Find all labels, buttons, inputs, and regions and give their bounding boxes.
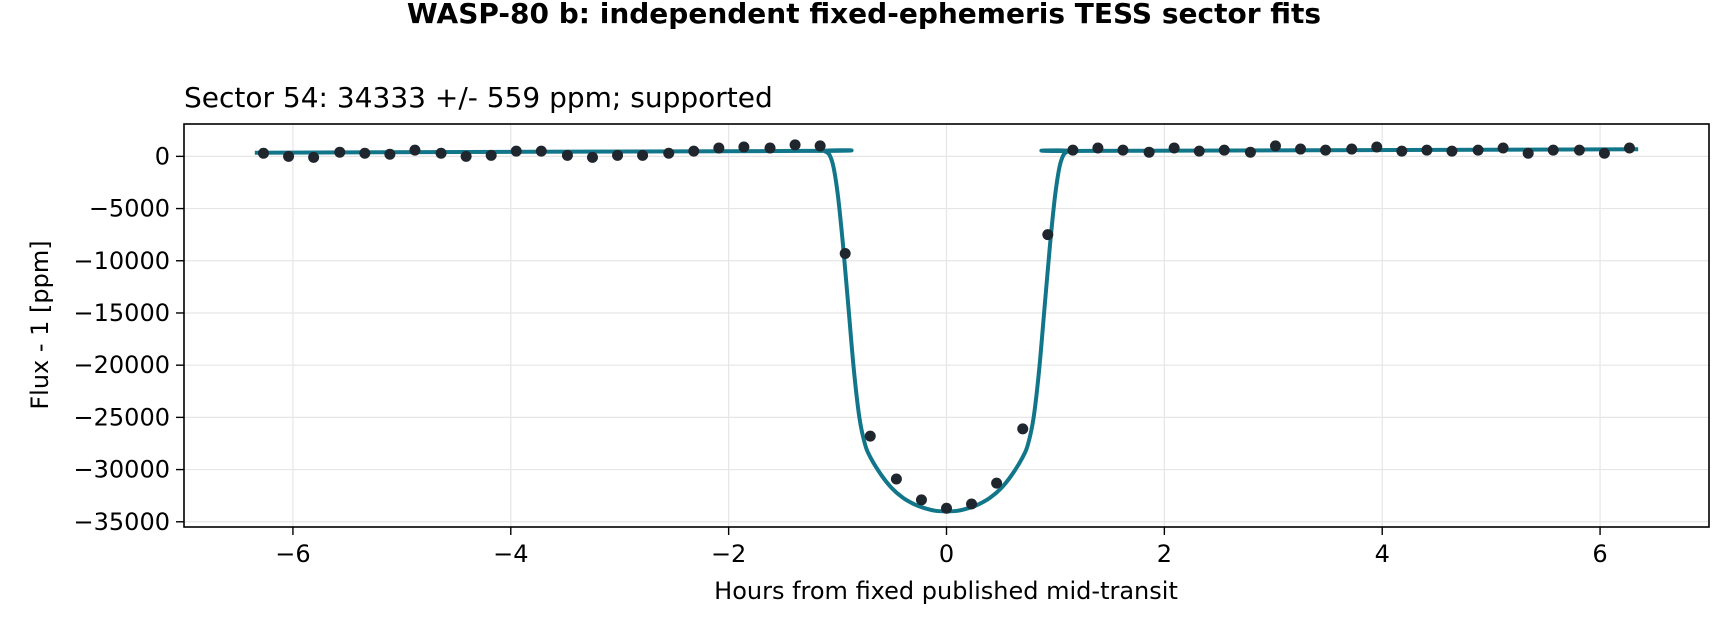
x-axis-ticks: −6 −4 −2 0 2 4 6 (275, 527, 1608, 568)
data-point (1117, 144, 1129, 156)
data-point (1547, 144, 1559, 156)
data-point (637, 149, 649, 161)
y-axis-label: Flux - 1 [ppm] (26, 240, 54, 409)
data-point (510, 145, 522, 157)
x-tick-label: 2 (1157, 540, 1172, 568)
data-point (1042, 229, 1054, 241)
data-point (991, 477, 1003, 489)
y-tick-label: −5000 (89, 195, 170, 223)
data-point (258, 147, 270, 159)
data-point (839, 247, 851, 259)
data-point (814, 140, 826, 152)
axes-title: Sector 54: 34333 +/- 559 ppm; supported (184, 81, 773, 114)
data-point (663, 147, 675, 159)
data-point (460, 150, 472, 162)
y-tick-label: −35000 (74, 508, 170, 536)
x-tick-label: 4 (1375, 540, 1390, 568)
data-point (485, 149, 497, 161)
y-axis-ticks: 0 −5000 −10000 −15000 −20000 −25000 −30000 −350… (74, 142, 184, 536)
data-point (586, 151, 598, 163)
data-point (612, 149, 624, 161)
data-point (1143, 146, 1155, 158)
y-tick-label: 0 (155, 142, 170, 170)
data-point (435, 147, 447, 159)
y-tick-label: −30000 (74, 456, 170, 484)
data-point (1396, 145, 1408, 157)
data-point (915, 494, 927, 506)
data-point (1295, 143, 1307, 155)
data-point (764, 142, 776, 154)
data-point (308, 151, 320, 163)
data-point (1346, 143, 1358, 155)
x-tick-label: 0 (939, 540, 954, 568)
data-point (384, 148, 396, 160)
x-tick-label: 6 (1592, 540, 1607, 568)
y-tick-label: −20000 (74, 351, 170, 379)
data-point (688, 145, 700, 157)
data-point (1168, 142, 1180, 154)
data-point (1573, 144, 1585, 156)
data-point (1244, 146, 1256, 158)
data-point (941, 502, 952, 514)
x-tick-label: −2 (711, 540, 746, 568)
data-point (283, 150, 295, 162)
data-point (1067, 144, 1079, 156)
y-tick-label: −15000 (74, 299, 170, 327)
data-point (890, 473, 902, 485)
data-point (359, 147, 371, 159)
figure-title: WASP-80 b: independent fixed-ephemeris T… (407, 0, 1321, 30)
data-point (1017, 423, 1029, 435)
grid-lines (184, 124, 1709, 527)
data-point (738, 141, 750, 153)
data-point (1598, 147, 1610, 159)
data-point (409, 144, 421, 156)
data-point (1218, 144, 1230, 156)
data-point (1193, 145, 1205, 157)
data-point (1371, 141, 1383, 153)
data-point (1472, 144, 1484, 156)
data-point (334, 146, 346, 158)
data-point (1320, 144, 1332, 156)
data-points-group (258, 139, 1635, 514)
data-point (1092, 142, 1104, 154)
data-point (1497, 142, 1509, 154)
data-point (1623, 142, 1635, 154)
y-tick-label: −25000 (74, 403, 170, 431)
x-tick-label: −4 (493, 540, 528, 568)
data-point (966, 498, 978, 510)
data-point (1421, 144, 1433, 156)
data-point (561, 149, 573, 161)
data-point (1522, 147, 1534, 159)
data-point (1269, 140, 1281, 152)
data-point (535, 145, 547, 157)
x-tick-label: −6 (275, 540, 310, 568)
data-point (789, 139, 801, 151)
x-axis-label: Hours from fixed published mid-transit (714, 577, 1178, 605)
data-point (713, 142, 725, 154)
data-point (864, 430, 876, 442)
data-point (1446, 145, 1458, 157)
y-tick-label: −10000 (74, 247, 170, 275)
